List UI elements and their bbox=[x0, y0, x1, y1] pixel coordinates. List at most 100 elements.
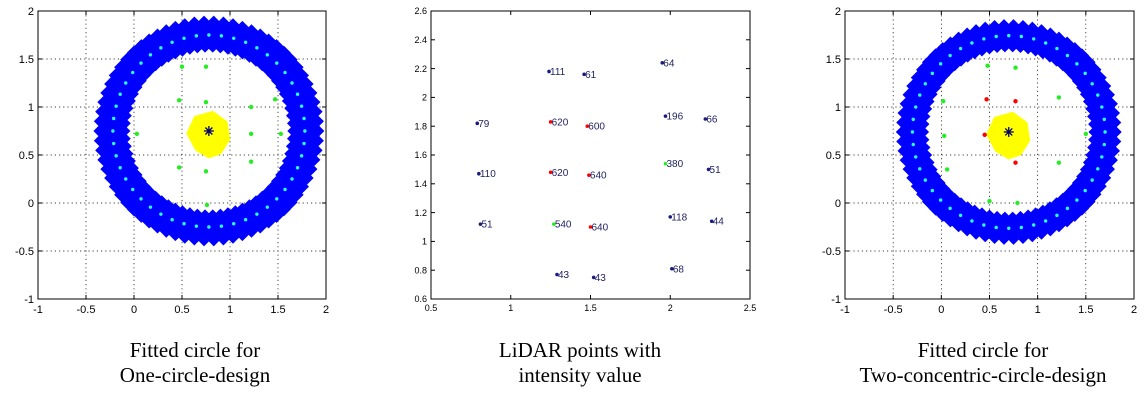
y-tick-label: 2.4 bbox=[414, 35, 427, 45]
x-tick-label: 2.5 bbox=[744, 303, 757, 313]
lidar-point-dot bbox=[588, 225, 593, 229]
lidar-point: 43 bbox=[555, 270, 570, 281]
x-tick-label: -1 bbox=[840, 304, 850, 316]
green-point bbox=[204, 202, 210, 208]
x-tick-label: -1 bbox=[33, 304, 43, 316]
ring-diamond bbox=[308, 104, 323, 119]
ring-point bbox=[930, 71, 935, 76]
ring-point bbox=[914, 155, 918, 159]
y-tick-label: -1 bbox=[24, 294, 34, 306]
lidar-point: 620 bbox=[548, 117, 569, 128]
ring-point bbox=[219, 34, 224, 38]
ring-point bbox=[194, 34, 199, 38]
ring-point bbox=[1043, 219, 1048, 223]
lidar-point: 380 bbox=[663, 159, 684, 170]
ring-point bbox=[170, 217, 174, 222]
ring-point bbox=[1103, 130, 1107, 134]
green-point bbox=[248, 104, 254, 110]
lidar-point: 66 bbox=[703, 115, 718, 126]
ring-point bbox=[1031, 223, 1036, 227]
lidar-point-label: 380 bbox=[666, 159, 683, 170]
lidar-point-label: 110 bbox=[480, 169, 496, 180]
lidar-point-dot bbox=[709, 219, 714, 224]
ring-point bbox=[1090, 82, 1094, 86]
x-tick-label: 2 bbox=[1131, 304, 1137, 316]
ring-point bbox=[114, 104, 118, 108]
ring-point bbox=[930, 188, 935, 193]
ring-point bbox=[139, 197, 143, 201]
ring-point bbox=[219, 224, 224, 228]
ring-point bbox=[243, 40, 248, 45]
ring-point bbox=[958, 46, 963, 51]
ring-point bbox=[911, 142, 915, 147]
caption-line: One-circle-design bbox=[119, 363, 271, 387]
y-tick-label: 0 bbox=[835, 198, 841, 210]
ring-point bbox=[918, 93, 922, 97]
center-marker bbox=[203, 126, 214, 136]
ring-point bbox=[290, 177, 294, 181]
y-tick-label: 2.6 bbox=[414, 6, 427, 16]
ring-point bbox=[232, 222, 236, 226]
y-tick-label: 2.2 bbox=[414, 64, 427, 74]
x-tick-label: 0 bbox=[938, 304, 944, 316]
ring-point bbox=[170, 40, 174, 45]
ring-diamond bbox=[895, 124, 910, 140]
ring-point bbox=[159, 212, 163, 216]
ring-point bbox=[1065, 206, 1070, 211]
ring-point bbox=[295, 92, 300, 96]
ring-point bbox=[118, 166, 122, 170]
ring-diamond bbox=[309, 133, 324, 148]
green-point bbox=[942, 133, 947, 138]
ring-point bbox=[1031, 37, 1036, 41]
ring-point bbox=[148, 205, 153, 209]
lidar-point-dot bbox=[663, 114, 668, 118]
ring-point bbox=[1083, 71, 1087, 76]
ring-point bbox=[207, 225, 211, 229]
ring-diamond bbox=[216, 231, 231, 246]
ring-point bbox=[275, 61, 279, 65]
ring-point bbox=[923, 178, 928, 182]
ring-diamond bbox=[978, 21, 993, 36]
lidar-point-label: 540 bbox=[555, 220, 572, 231]
ring-point bbox=[970, 41, 974, 45]
ring-diamond bbox=[997, 38, 1012, 53]
ring-point bbox=[1096, 167, 1100, 171]
ring-diamond bbox=[206, 232, 221, 247]
ring-diamond bbox=[225, 229, 241, 244]
ring-point bbox=[1065, 53, 1070, 58]
ring-point bbox=[958, 213, 963, 218]
ring-point bbox=[299, 104, 304, 108]
lidar-point: 79 bbox=[475, 119, 490, 130]
ring-diamond bbox=[897, 143, 912, 158]
caption-line: Two-concentric-circle-design bbox=[859, 363, 1107, 387]
ring-diamond bbox=[1005, 211, 1020, 226]
y-tick-label: 1.2 bbox=[414, 208, 427, 218]
ring-diamond bbox=[196, 232, 212, 247]
lidar-point-dot bbox=[477, 171, 481, 176]
ring-point bbox=[182, 222, 186, 226]
caption-line: LiDAR points with bbox=[498, 338, 662, 362]
caption-line: Fitted circle for bbox=[917, 338, 1049, 362]
lidar-point: 196 bbox=[663, 112, 684, 123]
ring-point bbox=[970, 219, 974, 223]
lidar-point-label: 44 bbox=[713, 217, 725, 228]
lidar-point: 61 bbox=[582, 70, 597, 81]
ring-point bbox=[982, 223, 986, 227]
lidar-point: 640 bbox=[587, 171, 607, 182]
ring-diamond bbox=[308, 143, 323, 158]
lidar-point: 44 bbox=[709, 217, 725, 228]
ring-diamond bbox=[1105, 143, 1121, 158]
ring-point bbox=[118, 92, 122, 96]
ring-diamond bbox=[306, 95, 321, 110]
lidar-point-label: 620 bbox=[552, 168, 569, 179]
x-tick-label: 0.5 bbox=[982, 304, 997, 316]
lidar-point: 110 bbox=[477, 169, 496, 180]
lidar-point-dot bbox=[478, 222, 483, 226]
y-tick-label: 0.5 bbox=[19, 150, 34, 162]
lidar-point: 111 bbox=[547, 67, 566, 78]
lidar-point-label: 118 bbox=[671, 212, 687, 223]
ring-point bbox=[207, 33, 211, 37]
ring-point bbox=[124, 81, 128, 85]
y-tick-label: -0.5 bbox=[15, 246, 34, 258]
ring-point bbox=[938, 198, 943, 202]
